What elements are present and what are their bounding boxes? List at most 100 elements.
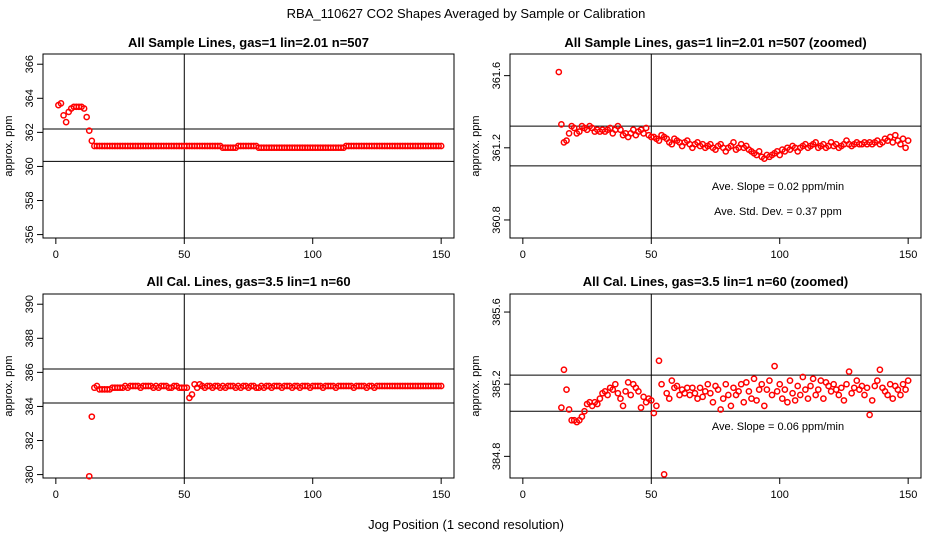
data-point: [88, 137, 96, 145]
data-point: [773, 388, 781, 395]
data-point: [796, 391, 804, 399]
data-point: [763, 386, 771, 393]
plot-frame: [42, 293, 455, 479]
data-point: [85, 472, 93, 480]
y-tick-label: 384.8: [491, 443, 503, 471]
data-point: [784, 398, 791, 406]
chart-panel-2: All Sample Lines, gas=1 lin=2.01 n=507 (…: [470, 35, 922, 261]
x-tick-label: 50: [178, 489, 190, 501]
data-point: [838, 384, 845, 392]
data-point: [658, 380, 665, 388]
data-point: [786, 377, 794, 384]
data-point: [437, 142, 445, 150]
data-point: [768, 391, 776, 399]
chart-title: All Cal. Lines, gas=3.5 lin=1 n=60 (zoom…: [583, 274, 849, 289]
data-point: [653, 402, 660, 410]
y-tick-label: 385.6: [491, 298, 503, 326]
data-point: [742, 379, 750, 386]
data-point: [845, 368, 853, 375]
data-point: [611, 380, 619, 388]
data-point: [889, 395, 897, 402]
chart-panel-3: All Cal. Lines, gas=3.5 lin=1 n=60 0 50 100…: [3, 274, 455, 501]
x-tick-label: 150: [432, 489, 450, 501]
data-point: [776, 380, 784, 388]
data-point: [794, 382, 802, 390]
data-point: [435, 382, 442, 390]
data-point: [835, 391, 843, 399]
data-point: [691, 389, 699, 397]
data-point: [699, 393, 707, 401]
data-point: [884, 391, 891, 399]
data-point: [604, 391, 611, 399]
y-tick-label: 385.2: [491, 370, 503, 398]
y-tick-label: 361.2: [491, 134, 503, 162]
plot-frame: [509, 293, 922, 479]
y-tick-label: 362: [24, 123, 36, 141]
data-point: [727, 402, 735, 410]
data-point: [861, 391, 868, 399]
data-point: [730, 139, 737, 146]
data-point: [853, 377, 861, 384]
data-point: [570, 124, 578, 132]
data-point: [707, 389, 714, 397]
data-points: [55, 100, 445, 152]
data-point: [843, 380, 850, 388]
data-point: [563, 137, 570, 144]
data-point: [617, 395, 624, 402]
data-point: [565, 406, 573, 413]
data-point: [902, 144, 909, 152]
data-point: [848, 389, 855, 397]
data-point: [876, 366, 884, 374]
data-point: [619, 402, 627, 410]
data-point: [750, 375, 758, 383]
data-point: [596, 395, 604, 402]
x-tick-label: 50: [645, 489, 657, 501]
data-point: [820, 395, 827, 402]
data-point: [830, 380, 838, 388]
data-point: [80, 105, 88, 112]
data-point: [655, 357, 663, 365]
data-point: [558, 404, 565, 411]
y-tick-label: 380: [24, 465, 36, 483]
data-point: [840, 397, 848, 404]
data-point: [812, 139, 820, 146]
data-point: [560, 366, 568, 374]
data-point: [696, 384, 704, 392]
data-point: [83, 113, 91, 121]
data-point: [88, 413, 96, 421]
figure-title: RBA_110627 CO2 Shapes Averaged by Sample…: [287, 6, 646, 21]
chart-title: All Cal. Lines, gas=3.5 lin=1 n=60: [146, 274, 350, 289]
data-point: [789, 389, 796, 397]
x-tick-label: 100: [771, 249, 789, 261]
y-axis-label: approx. ppm: [3, 355, 15, 416]
data-point: [437, 382, 445, 390]
data-point: [891, 131, 899, 139]
data-point: [60, 111, 67, 119]
data-point: [776, 151, 784, 159]
data-point: [902, 386, 909, 393]
data-point: [804, 395, 812, 402]
data-point: [188, 391, 196, 398]
y-axis-label: approx. ppm: [3, 115, 15, 176]
data-point: [904, 137, 912, 144]
data-point: [771, 362, 778, 370]
x-tick-label: 150: [899, 249, 917, 261]
data-point: [899, 380, 907, 388]
x-tick-label: 100: [304, 249, 322, 261]
chart-title: All Sample Lines, gas=1 lin=2.01 n=507: [128, 35, 369, 50]
data-point: [655, 137, 663, 144]
chart-panel-4: All Cal. Lines, gas=3.5 lin=1 n=60 (zoom…: [470, 274, 922, 501]
data-point: [894, 386, 902, 393]
annotation: Ave. Slope = 0.06 ppm/min: [712, 421, 844, 433]
y-axis-label: approx. ppm: [470, 115, 482, 176]
x-tick-label: 50: [178, 249, 190, 261]
data-point: [617, 126, 624, 134]
data-point: [724, 391, 732, 399]
data-point: [791, 397, 799, 404]
data-point: [647, 397, 655, 404]
figure-x-axis-label: Jog Position (1 second resolution): [368, 517, 564, 532]
y-tick-label: 384: [24, 397, 36, 415]
annotation: Ave. Slope = 0.02 ppm/min: [712, 181, 844, 193]
data-point: [668, 377, 676, 384]
